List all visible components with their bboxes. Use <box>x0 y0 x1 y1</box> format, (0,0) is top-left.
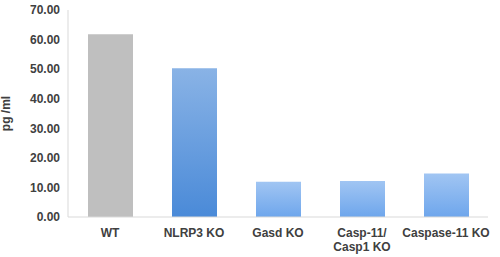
svg-text:Caspase-11 KO: Caspase-11 KO <box>402 226 489 240</box>
svg-text:60.00: 60.00 <box>30 33 60 47</box>
svg-text:0.00: 0.00 <box>37 210 61 224</box>
svg-text:WT: WT <box>101 226 120 240</box>
svg-text:NLRP3 KO: NLRP3 KO <box>164 226 225 240</box>
svg-text:Gasd KO: Gasd KO <box>252 226 303 240</box>
svg-text:pg /ml: pg /ml <box>8 96 13 131</box>
svg-text:50.00: 50.00 <box>30 62 60 76</box>
svg-text:70.00: 70.00 <box>30 3 60 17</box>
svg-text:40.00: 40.00 <box>30 92 60 106</box>
svg-text:20.00: 20.00 <box>30 151 60 165</box>
svg-text:30.00: 30.00 <box>30 122 60 136</box>
svg-text:Casp-11/Casp1 KO: Casp-11/Casp1 KO <box>333 226 390 254</box>
svg-text:10.00: 10.00 <box>30 181 60 195</box>
